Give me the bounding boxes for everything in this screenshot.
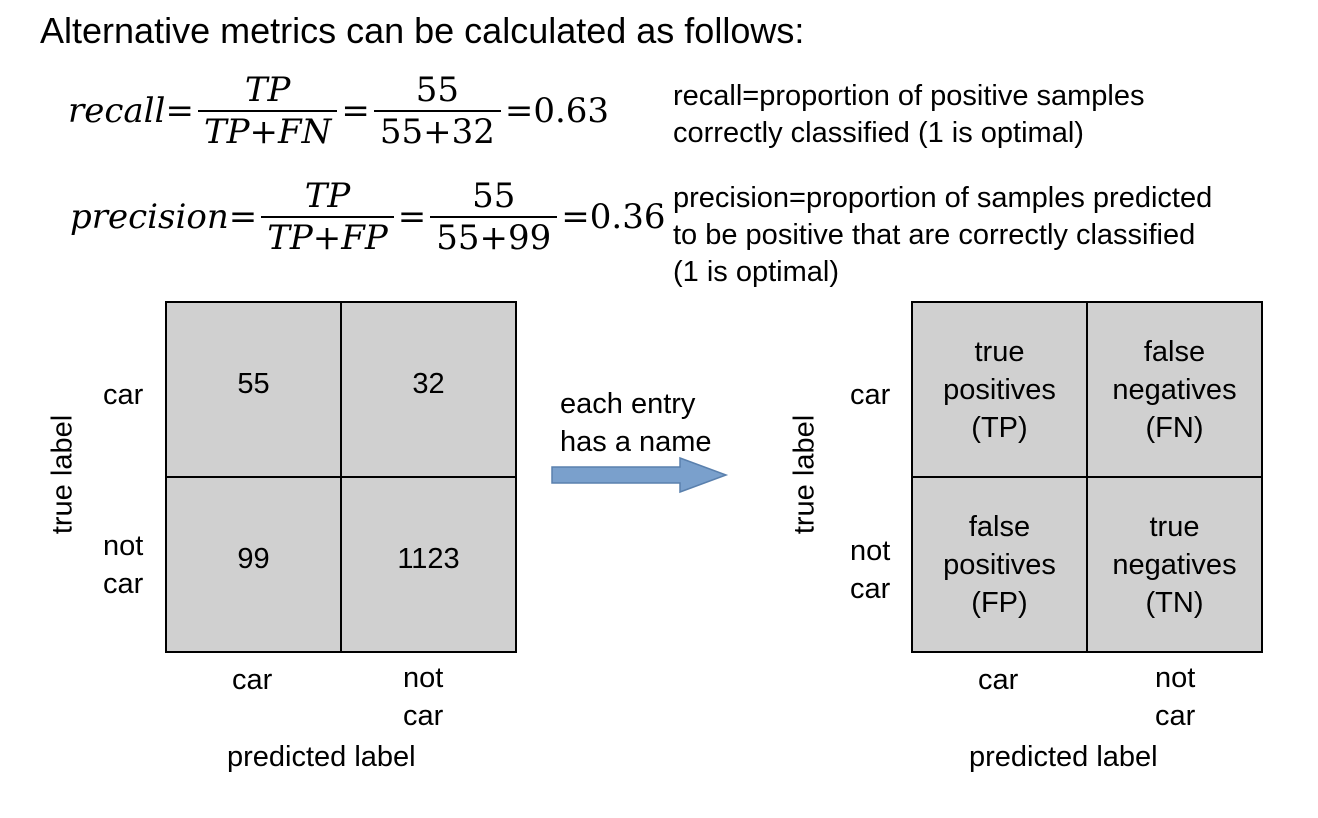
left-cell-fn: 32: [341, 302, 516, 477]
recall-eq-2: =: [341, 91, 370, 131]
left-col-label-not-car: not car: [403, 659, 443, 735]
left-row-label-not: not: [103, 530, 144, 562]
precision-formula: precision = TP TP+FP = 55 55+99 =0.36: [70, 176, 665, 258]
recall-name: recall: [68, 91, 166, 131]
right-cell-fn-line-1: false: [1143, 335, 1206, 368]
left-cell-fn-value: 32: [412, 367, 445, 400]
left-col-label-car: car: [232, 664, 273, 696]
right-row-label-not: not: [850, 535, 891, 567]
precision-fraction-symbolic: TP TP+FP: [261, 176, 394, 258]
right-col-label-not-car: not car: [1155, 659, 1195, 735]
right-row-label-car: car: [850, 379, 891, 411]
right-cell-tp-line-3: (TP): [971, 411, 1028, 444]
right-x-axis-label: predicted label: [969, 741, 1158, 773]
left-cell-fp-value: 99: [237, 542, 270, 575]
page-title: Alternative metrics can be calculated as…: [40, 10, 805, 51]
left-row-label-not-car: not car: [103, 527, 143, 603]
left-row-label-car: car: [103, 379, 144, 411]
precision-fraction-numeric: 55 55+99: [430, 176, 558, 258]
left-cell-tn-value: 1123: [397, 542, 460, 575]
left-col-label-car-2: car: [403, 700, 444, 732]
right-cell-tn-line-1: true: [1149, 510, 1200, 543]
left-cell-tp: 55: [166, 302, 341, 477]
recall-desc-line-2: correctly classified (1 is optimal): [673, 117, 1084, 149]
arrow-caption-line-1: each entry: [560, 388, 696, 420]
right-cell-fn-line-3: (FN): [1145, 411, 1204, 444]
left-cell-fp: 99: [166, 477, 341, 652]
precision-result: =0.36: [561, 197, 666, 237]
right-cell-tn-line-3: (TN): [1145, 586, 1204, 619]
arrow-caption: each entry has a name: [560, 385, 712, 461]
recall-desc-line-1: recall=proportion of positive samples: [673, 80, 1145, 112]
right-y-axis-label: true label: [788, 414, 821, 535]
precision-num2: 55: [472, 176, 516, 216]
right-arrow-icon: [551, 456, 729, 494]
right-cell-tp-line-1: true: [974, 335, 1025, 368]
right-cell-fp-line-1: false: [968, 510, 1031, 543]
precision-description: precision=proportion of samples predicte…: [673, 180, 1212, 291]
precision-desc-line-2: to be positive that are correctly classi…: [673, 219, 1196, 251]
right-row-label-car-2: car: [850, 573, 891, 605]
right-cell-fp: false positives (FP): [912, 477, 1087, 652]
recall-den2: 55+32: [373, 110, 501, 152]
left-cell-tp-value: 55: [237, 367, 270, 400]
left-col-label-not: not: [403, 662, 444, 694]
precision-den1: TP+FP: [261, 216, 394, 258]
recall-fraction-numeric: 55 55+32: [373, 70, 501, 152]
recall-fraction-symbolic: TP TP+FN: [197, 70, 338, 152]
right-cell-fp-line-2: positives: [943, 548, 1056, 581]
right-col-label-not: not: [1155, 662, 1196, 694]
left-x-axis-label: predicted label: [227, 741, 416, 773]
right-cell-tp: true positives (TP): [912, 302, 1087, 477]
right-cell-tp-line-2: positives: [943, 373, 1056, 406]
precision-eq-2: =: [397, 197, 427, 237]
left-row-label-car-2: car: [103, 568, 144, 600]
right-cell-tn-line-2: negatives: [1112, 548, 1237, 581]
right-confusion-matrix: true positives (TP) false negatives (FN)…: [911, 301, 1263, 653]
left-y-axis-label: true label: [46, 414, 79, 535]
right-col-label-car-2: car: [1155, 700, 1196, 732]
right-cell-tn: true negatives (TN): [1087, 477, 1262, 652]
recall-result: =0.63: [504, 91, 610, 131]
precision-name: precision: [70, 197, 229, 237]
arrow-caption-line-2: has a name: [560, 426, 712, 458]
right-cell-fn-line-2: negatives: [1112, 373, 1237, 406]
right-row-label-not-car: not car: [850, 532, 890, 608]
recall-description: recall=proportion of positive samples co…: [673, 78, 1145, 152]
recall-den1: TP+FN: [197, 110, 338, 152]
recall-num1: TP: [244, 70, 291, 110]
left-confusion-matrix: 55 32 99 1123: [165, 301, 517, 653]
recall-formula: recall = TP TP+FN = 55 55+32 =0.63: [68, 70, 609, 152]
left-cell-tn: 1123: [341, 477, 516, 652]
right-cell-fn: false negatives (FN): [1087, 302, 1262, 477]
precision-den2: 55+99: [430, 216, 558, 258]
right-cell-fp-line-3: (FP): [971, 586, 1028, 619]
precision-eq-1: =: [228, 197, 258, 237]
recall-eq-1: =: [165, 91, 194, 131]
right-col-label-car: car: [978, 664, 1019, 696]
precision-desc-line-3: (1 is optimal): [673, 256, 839, 288]
precision-desc-line-1: precision=proportion of samples predicte…: [673, 182, 1213, 214]
precision-num1: TP: [304, 176, 351, 216]
recall-num2: 55: [415, 70, 459, 110]
